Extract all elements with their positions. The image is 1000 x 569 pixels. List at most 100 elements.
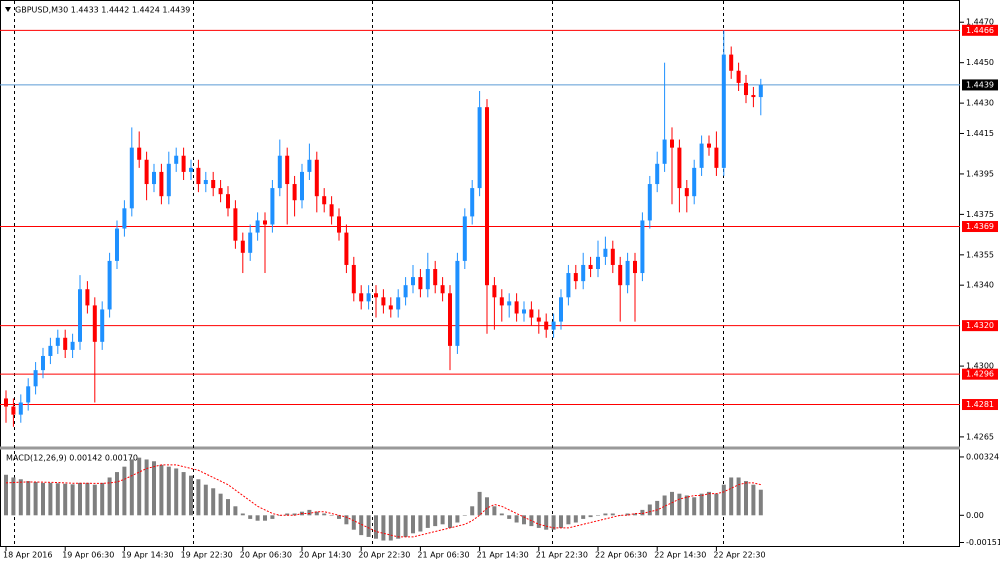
candle-body xyxy=(455,260,460,346)
histogram-bar xyxy=(736,477,741,516)
histogram-bar xyxy=(374,515,378,539)
histogram-bar xyxy=(292,513,297,516)
histogram-bar xyxy=(396,515,401,539)
candle-body xyxy=(18,402,23,415)
candle-body xyxy=(70,341,75,350)
level-label: 1.4296 xyxy=(966,370,994,379)
y-tick-label: -0.00151 xyxy=(966,538,1000,547)
histogram-bar xyxy=(255,515,260,521)
histogram-bar xyxy=(196,479,201,516)
candle-body xyxy=(744,82,748,96)
candle-body xyxy=(33,370,38,387)
histogram-bar xyxy=(536,515,541,528)
histogram-bar xyxy=(203,484,208,516)
candle-body xyxy=(374,293,378,298)
histogram-bar xyxy=(270,515,275,519)
candle-body xyxy=(307,159,312,172)
candle-body xyxy=(240,240,245,253)
x-tick-label: 22 Apr 06:30 xyxy=(595,551,647,560)
candle-body xyxy=(640,220,645,274)
histogram-bar xyxy=(152,461,156,516)
histogram-bar xyxy=(699,493,704,516)
candle-body xyxy=(514,301,519,314)
candle-body xyxy=(462,216,467,261)
candle-body xyxy=(26,386,31,403)
candle-body xyxy=(470,188,475,217)
histogram-bar xyxy=(462,515,467,516)
y-tick-label: 0.00 xyxy=(966,511,984,520)
candle-body xyxy=(603,248,608,257)
histogram-bar xyxy=(388,515,393,541)
plot-frame xyxy=(0,0,960,547)
candle-body xyxy=(633,260,637,274)
candle-body xyxy=(337,216,341,233)
histogram-bar xyxy=(455,515,460,523)
histogram-bar xyxy=(662,495,667,516)
candle-body xyxy=(647,184,652,221)
candle-body xyxy=(344,232,349,265)
histogram-bar xyxy=(485,497,489,516)
histogram-bar xyxy=(41,482,45,516)
histogram-bar xyxy=(707,491,711,516)
histogram-bar xyxy=(684,495,689,516)
histogram-bar xyxy=(85,482,90,516)
histogram-bar xyxy=(729,477,734,516)
histogram-bar xyxy=(70,484,75,516)
histogram-bar xyxy=(566,515,571,525)
candle-body xyxy=(55,337,60,346)
x-tick-label: 21 Apr 14:30 xyxy=(477,551,529,560)
chart-title: GBPUSD,M30 1.4433 1.4442 1.4424 1.4439 xyxy=(15,6,190,15)
candle-body xyxy=(137,147,142,160)
candle-body xyxy=(115,228,119,261)
candle-body xyxy=(107,260,112,310)
histogram-bar xyxy=(329,515,334,516)
candle-body xyxy=(536,317,541,322)
symbol-menu-icon[interactable] xyxy=(5,7,11,12)
candle-body xyxy=(85,289,90,306)
histogram-bar xyxy=(544,515,549,530)
histogram-bar xyxy=(366,515,371,537)
candle-body xyxy=(485,107,489,286)
candle-body xyxy=(41,355,45,371)
candle-body xyxy=(388,305,393,310)
histogram-bar xyxy=(144,459,149,516)
candle-body xyxy=(255,220,260,233)
histogram-bar xyxy=(211,488,216,516)
level-label: 1.4320 xyxy=(966,321,994,330)
candle-body xyxy=(92,305,97,342)
histogram-bar xyxy=(11,477,16,516)
candle-body xyxy=(396,297,401,310)
histogram-bar xyxy=(692,497,697,516)
level-label: 1.4281 xyxy=(966,400,994,409)
level-label-box xyxy=(962,221,998,233)
y-tick-label: 1.4430 xyxy=(966,99,994,108)
histogram-bar xyxy=(4,474,8,516)
level-label-box xyxy=(962,399,998,411)
histogram-bar xyxy=(448,515,452,528)
level-label-box xyxy=(962,368,998,380)
candle-body xyxy=(662,139,667,164)
histogram-bar xyxy=(551,515,556,530)
candle-body xyxy=(529,309,534,318)
histogram-bar xyxy=(507,515,512,519)
candle-body xyxy=(4,398,8,407)
histogram-bar xyxy=(18,479,23,516)
x-tick-label: 20 Apr 22:30 xyxy=(358,551,410,560)
candle-body xyxy=(314,159,319,197)
candle-body xyxy=(433,269,438,286)
histogram-bar xyxy=(129,459,134,516)
candle-body xyxy=(707,143,711,148)
histogram-bar xyxy=(670,491,674,516)
histogram-bar xyxy=(596,515,600,516)
candle-body xyxy=(233,208,238,241)
y-tick-label: 1.4300 xyxy=(966,362,994,371)
candle-body xyxy=(196,167,201,185)
candle-body xyxy=(522,309,526,314)
histogram-bar xyxy=(625,513,630,516)
y-tick-label: 1.4355 xyxy=(966,250,994,259)
candle-body xyxy=(492,285,497,298)
level-label: 1.4466 xyxy=(966,26,994,35)
histogram-bar xyxy=(381,515,386,541)
x-tick-label: 19 Apr 06:30 xyxy=(62,551,114,560)
